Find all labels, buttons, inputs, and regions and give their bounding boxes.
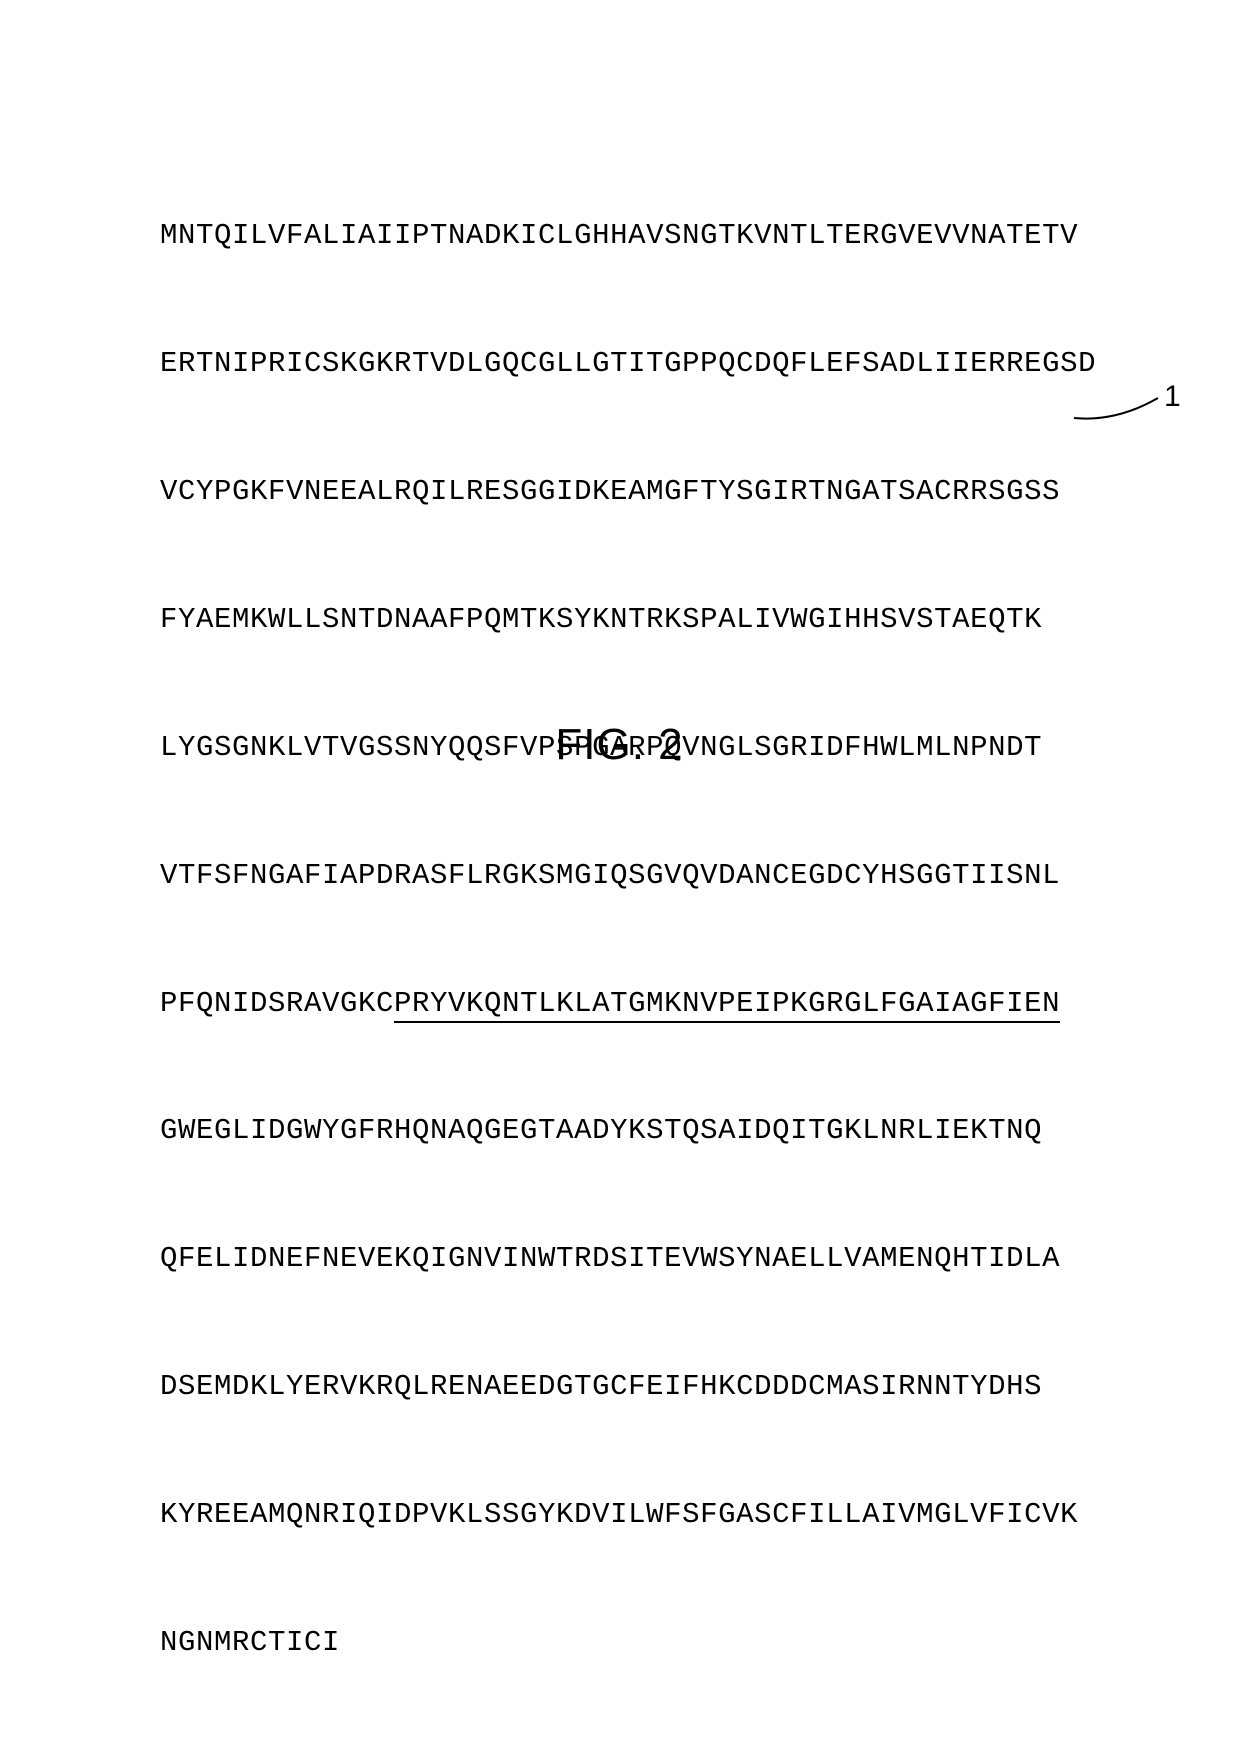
seq-line-11: KYREEAMQNRIQIDPVKLSSGYKDVILWFSFGASCFILLA… [160,1494,1096,1537]
figure-container: MNTQILVFALIAIIPTNADKICLGHHAVSNGTKVNTLTER… [0,0,1239,957]
seq-line-7: PFQNIDSRAVGKCPRYVKQNTLKLATGMKNVPEIPKGRGL… [160,983,1096,1026]
seq-line-4: FYAEMKWLLSNTDNAAFPQMTKSYKNTRKSPALIVWGIHH… [160,599,1096,642]
seq-line-3: VCYPGKFVNEEALRQILRESGGIDKEAMGFTYSGIRTNGA… [160,471,1096,514]
seq-line-1: MNTQILVFALIAIIPTNADKICLGHHAVSNGTKVNTLTER… [160,215,1096,258]
protein-sequence-block: MNTQILVFALIAIIPTNADKICLGHHAVSNGTKVNTLTER… [160,130,1096,1750]
seq-line-6: VTFSFNGAFIAPDRASFLRGKSMGIQSGVQVDANCEGDCY… [160,855,1096,898]
seq-line-12: NGNMRCTICI [160,1622,1096,1665]
seq-underlined-region: PRYVKQNTLKLATGMKNVPEIPKGRGLFGAIAGFIEN [394,987,1060,1023]
seq-line-7-prefix: PFQNIDSRAVGKC [160,987,394,1020]
seq-line-9: QFELIDNEFNEVEKQIGNVINWTRDSITEVWSYNAELLVA… [160,1238,1096,1281]
seq-line-2: ERTNIPRICSKGKRTVDLGQCGLLGTITGPPQCDQFLEFS… [160,343,1096,386]
seq-line-10: DSEMDKLYERVKRQLRENAEEDGTGCFEIFHKCDDDCMAS… [160,1366,1096,1409]
seq-line-8: GWEGLIDGWYGFRHQNAQGEGTAADYKSTQSAIDQITGKL… [160,1110,1096,1153]
callout-label: 1 [1164,380,1181,414]
figure-caption: FIG. 2 [0,720,1239,770]
